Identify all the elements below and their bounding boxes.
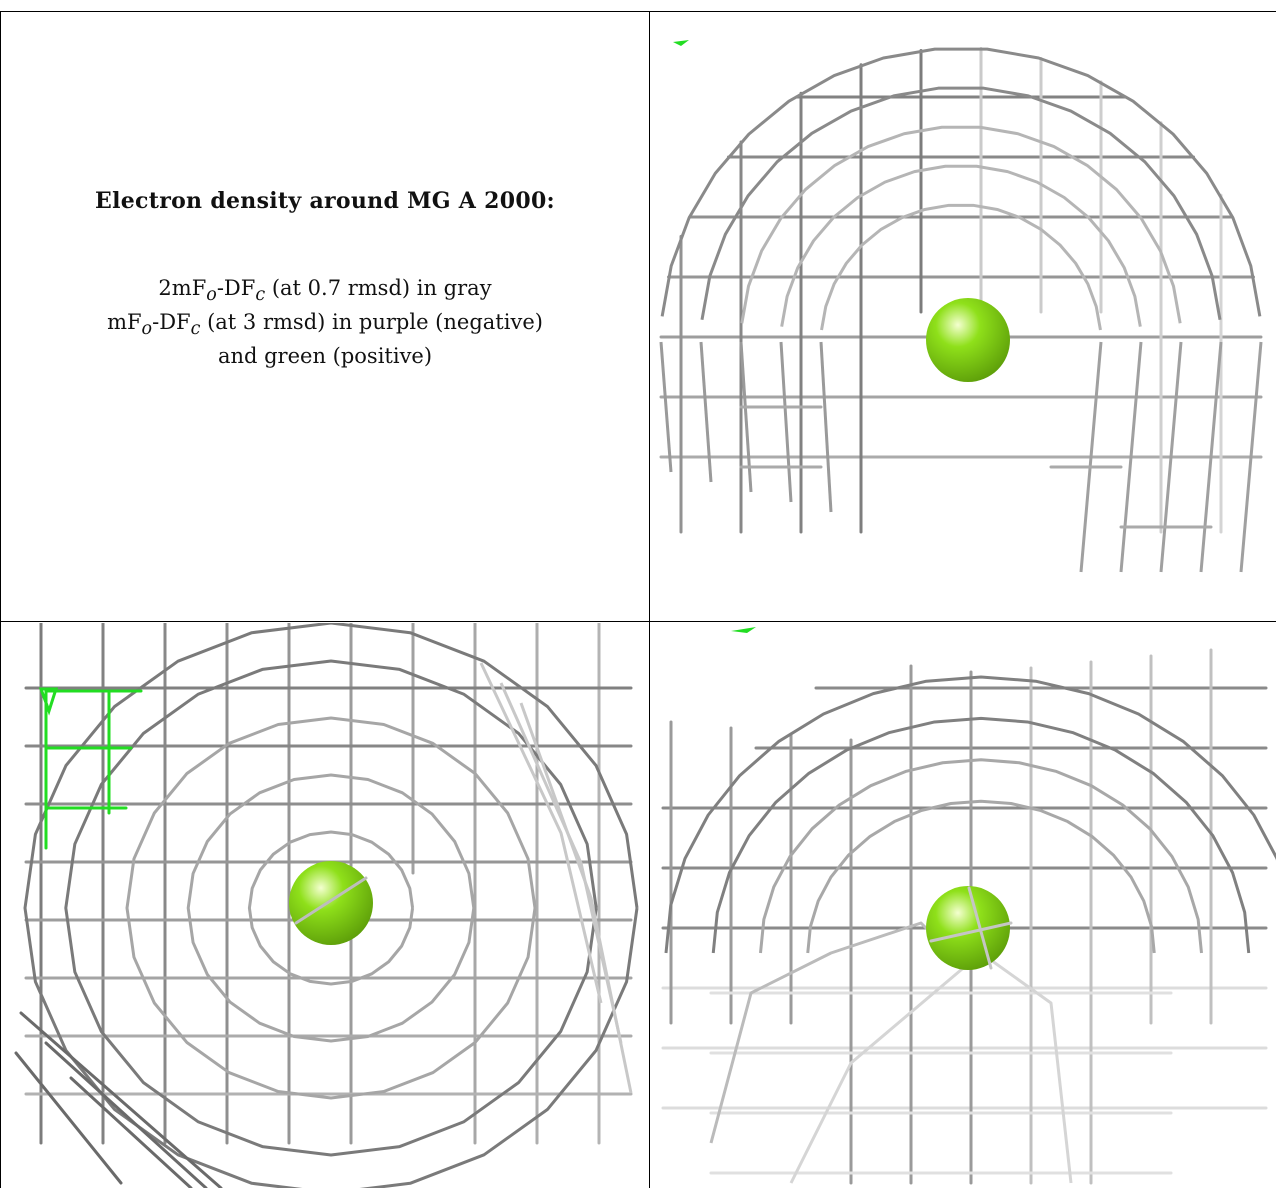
caption-line-1: 2mFo-DFc (at 0.7 rmsd) in gray bbox=[1, 275, 649, 309]
mesh-line bbox=[64, 659, 598, 1157]
caption-line-3: and green (positive) bbox=[217, 344, 433, 369]
mesh-line bbox=[759, 758, 1203, 954]
mesh-line bbox=[711, 716, 1251, 954]
mesh-line bbox=[519, 702, 633, 1094]
caption-text: -DF bbox=[216, 276, 256, 300]
mesh-line bbox=[247, 830, 415, 986]
mesh-line bbox=[479, 662, 603, 1004]
mesh-line bbox=[700, 86, 1222, 321]
mesh-line bbox=[780, 164, 1142, 327]
caption-sub: c bbox=[190, 319, 201, 340]
caption-text: (at 3 rmsd) in purple (negative) bbox=[200, 310, 543, 335]
mesh-line bbox=[23, 623, 639, 1188]
mesh-line bbox=[819, 341, 833, 513]
mesh-line bbox=[1079, 341, 1103, 573]
mesh-line bbox=[659, 341, 673, 473]
mesh-line bbox=[779, 341, 793, 503]
density-view-bottom-left bbox=[1, 623, 649, 1188]
mesh-line bbox=[125, 716, 537, 1100]
caption-sub: o bbox=[141, 319, 153, 340]
caption-text: mF bbox=[107, 310, 142, 335]
caption-title: Electron density around MG A 2000: bbox=[95, 188, 555, 214]
mesh-line bbox=[820, 203, 1102, 331]
table-border-center bbox=[649, 11, 650, 1188]
caption-sub: o bbox=[206, 285, 217, 306]
caption-text: 2mF bbox=[158, 276, 207, 300]
table-border-top bbox=[0, 11, 1276, 12]
caption-sub: c bbox=[255, 285, 266, 306]
caption: Electron density around MG A 2000: 2mFo-… bbox=[1, 12, 649, 370]
mesh-line bbox=[929, 921, 1013, 943]
mesh-line bbox=[19, 1011, 223, 1188]
positive-density-fragment bbox=[38, 687, 59, 716]
mesh-line bbox=[1119, 341, 1143, 573]
mesh-line bbox=[806, 799, 1156, 954]
caption-body: 2mFo-DFc (at 0.7 rmsd) in gray mFo-DFc (… bbox=[1, 275, 649, 370]
mesh-line bbox=[967, 886, 993, 970]
mesh-line bbox=[709, 921, 953, 1144]
density-mesh-view bbox=[14, 623, 639, 1188]
caption-text: (at 0.7 rmsd) in gray bbox=[265, 276, 492, 300]
table-border-mid bbox=[0, 621, 1276, 622]
mesh-line bbox=[1159, 341, 1183, 573]
mesh-line bbox=[699, 341, 713, 483]
mesh-line bbox=[1239, 341, 1263, 573]
mesh-line bbox=[660, 47, 1262, 317]
caption-cell: Electron density around MG A 2000: 2mFo-… bbox=[1, 12, 649, 621]
density-mesh-view bbox=[661, 627, 1276, 1185]
mg-ion-sphere bbox=[926, 298, 1010, 382]
mesh-line bbox=[740, 125, 1182, 324]
mesh-line bbox=[664, 675, 1276, 954]
mesh-line bbox=[294, 876, 368, 925]
mg-ion-sphere bbox=[289, 861, 373, 945]
positive-density-fragment bbox=[673, 40, 689, 46]
caption-line-2: mFo-DFc (at 3 rmsd) in purple (negative) bbox=[1, 309, 649, 343]
mesh-line bbox=[69, 1076, 193, 1188]
mg-ion-sphere bbox=[926, 886, 1010, 970]
mesh-line bbox=[186, 773, 476, 1043]
caption-text: -DF bbox=[152, 310, 191, 335]
density-mesh-view bbox=[659, 40, 1263, 573]
mesh-line bbox=[14, 1051, 123, 1185]
mesh-line bbox=[44, 1041, 208, 1188]
density-view-top-right bbox=[651, 12, 1276, 621]
table-border-left bbox=[0, 11, 1, 1188]
positive-density-fragment bbox=[731, 627, 756, 633]
mesh-line bbox=[1199, 341, 1223, 573]
density-view-bottom-right bbox=[651, 623, 1276, 1188]
